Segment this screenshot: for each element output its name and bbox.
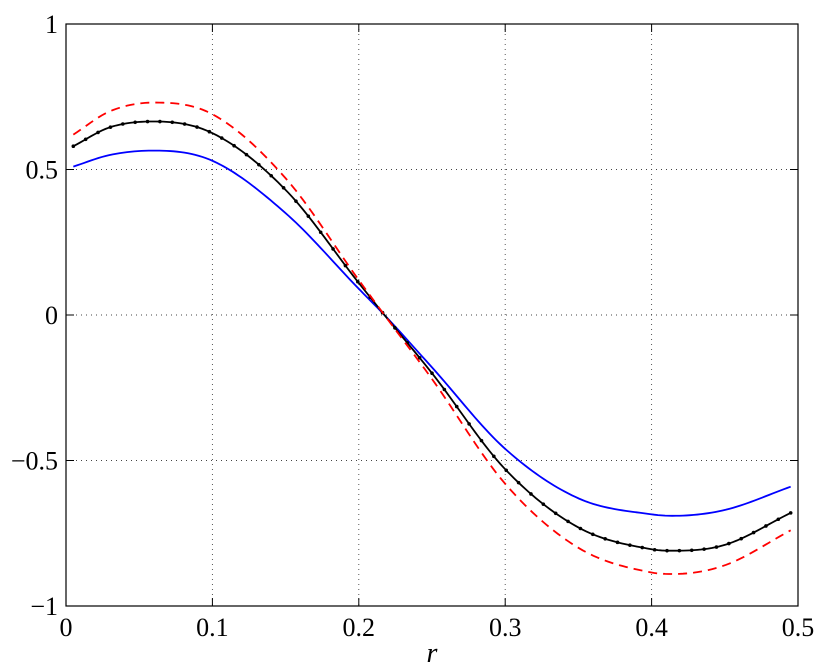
series-point	[603, 537, 607, 541]
series-point	[677, 548, 682, 553]
series-point	[158, 119, 162, 124]
series-point	[714, 545, 719, 549]
series-point	[516, 480, 521, 485]
x-axis-label: r	[427, 638, 438, 668]
series-point	[615, 540, 620, 545]
series-point	[442, 387, 447, 392]
series-point	[96, 130, 100, 135]
series-point	[764, 524, 768, 528]
x-tick-label: 0.3	[489, 613, 522, 642]
series-point	[306, 214, 311, 218]
series-point	[170, 120, 175, 125]
series-point	[294, 199, 298, 203]
series-point	[665, 548, 669, 553]
y-tick-label: −0.5	[11, 447, 58, 476]
series-point	[195, 125, 199, 129]
series-point	[182, 122, 187, 126]
x-tick-label: 0.2	[343, 613, 376, 642]
series-point	[430, 371, 434, 376]
series-point	[331, 247, 335, 251]
series-point	[578, 526, 583, 531]
x-tick-label: 0.5	[782, 613, 815, 642]
series-group	[71, 101, 793, 575]
series-point	[652, 547, 657, 552]
series-point	[727, 541, 731, 546]
series-point	[207, 129, 212, 134]
series-point	[739, 536, 744, 541]
series-point	[120, 122, 125, 126]
series-point	[566, 519, 570, 524]
series-point	[145, 119, 150, 124]
y-tick-labels: 1 0.5 0 −0.5 −1	[11, 10, 58, 621]
series-point	[281, 186, 286, 190]
series-point	[417, 356, 422, 360]
series-point	[355, 279, 360, 284]
series-point	[257, 162, 261, 167]
series-point	[553, 511, 558, 516]
series-point	[492, 454, 496, 459]
series-point	[689, 548, 694, 553]
y-tick-label: −1	[30, 592, 58, 621]
series-point	[479, 438, 484, 443]
series-line-1	[73, 149, 791, 517]
series-point	[628, 543, 632, 547]
series-point	[244, 152, 249, 157]
y-tick-label: 0.5	[26, 156, 59, 185]
series-point	[702, 547, 706, 551]
series-point	[788, 511, 793, 515]
series-point	[219, 136, 224, 140]
series-line-2	[72, 120, 792, 552]
y-tick-label: 0	[45, 301, 58, 330]
series-point	[590, 532, 595, 537]
x-tick-label: 0.1	[196, 613, 229, 642]
series-point	[467, 422, 471, 426]
y-tick-label: 1	[45, 10, 58, 39]
series-point	[393, 326, 397, 330]
series-point	[83, 137, 88, 142]
series-point	[640, 545, 645, 550]
series-point	[504, 468, 509, 473]
series-point	[133, 120, 137, 125]
tick-marks	[65, 23, 799, 607]
series-point	[529, 492, 533, 496]
series-point	[318, 230, 323, 235]
series-line-3	[72, 101, 792, 575]
series-point	[269, 173, 274, 178]
series-point	[108, 125, 113, 129]
series-point	[751, 530, 756, 535]
series-point	[232, 143, 236, 148]
series-point	[776, 517, 781, 522]
grid-lines	[66, 24, 798, 606]
series-point	[454, 404, 459, 409]
series-point	[343, 263, 348, 268]
x-tick-label: 0.4	[635, 613, 668, 642]
x-tick-labels: 0 0.1 0.2 0.3 0.4 0.5	[60, 613, 815, 642]
series-point	[71, 144, 76, 149]
series-point	[541, 502, 546, 506]
x-tick-label: 0	[60, 613, 73, 642]
